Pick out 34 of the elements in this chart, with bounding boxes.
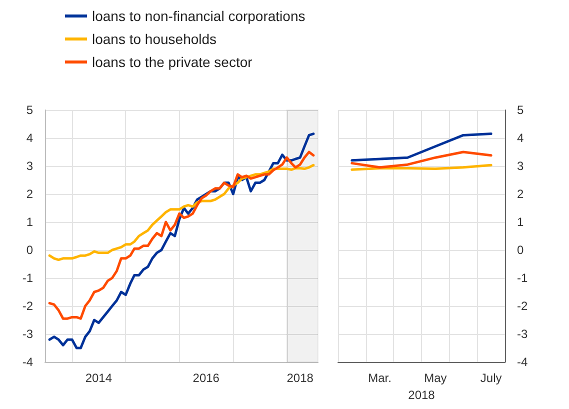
x-tick-label: Mar. (368, 371, 392, 385)
x-tick-label: 2016 (192, 371, 220, 385)
y-tick-label: 0 (517, 243, 524, 257)
y-tick-label: 2 (517, 187, 524, 201)
x-tick-label: 2018 (286, 371, 314, 385)
y-tick-label: 3 (517, 159, 524, 173)
y-tick-label: 5 (26, 103, 34, 117)
y-tick-label: -1 (517, 271, 528, 285)
line-series (350, 150, 492, 169)
line-series (48, 150, 315, 320)
y-tick-label: 5 (517, 103, 524, 117)
legend-label: loans to households (92, 31, 217, 47)
y-tick-label: -4 (22, 355, 34, 369)
y-tick-label: -3 (22, 327, 34, 341)
y-tick-label: -2 (22, 299, 34, 313)
line-series (350, 132, 492, 162)
y-tick-label: 2 (26, 187, 34, 201)
y-tick-label: 1 (26, 215, 34, 229)
y-tick-label: 4 (26, 131, 34, 145)
x-tick-label: May (424, 371, 447, 385)
y-tick-label: -1 (22, 271, 34, 285)
x-tick-label: 2014 (85, 371, 112, 385)
x-tick-label: July (480, 371, 502, 385)
line-series (48, 164, 315, 262)
y-tick-label: 0 (26, 243, 34, 257)
y-tick-label: 4 (517, 131, 524, 145)
y-tick-label: 1 (517, 215, 524, 229)
y-tick-label: -2 (517, 299, 528, 313)
y-tick-label: -3 (517, 327, 528, 341)
x-axis-title: 2018 (408, 388, 436, 402)
legend-label: loans to the private sector (92, 54, 253, 70)
legend-label: loans to non-financial corporations (92, 8, 306, 24)
y-tick-label: -4 (517, 355, 528, 369)
y-tick-label: 3 (26, 159, 34, 173)
